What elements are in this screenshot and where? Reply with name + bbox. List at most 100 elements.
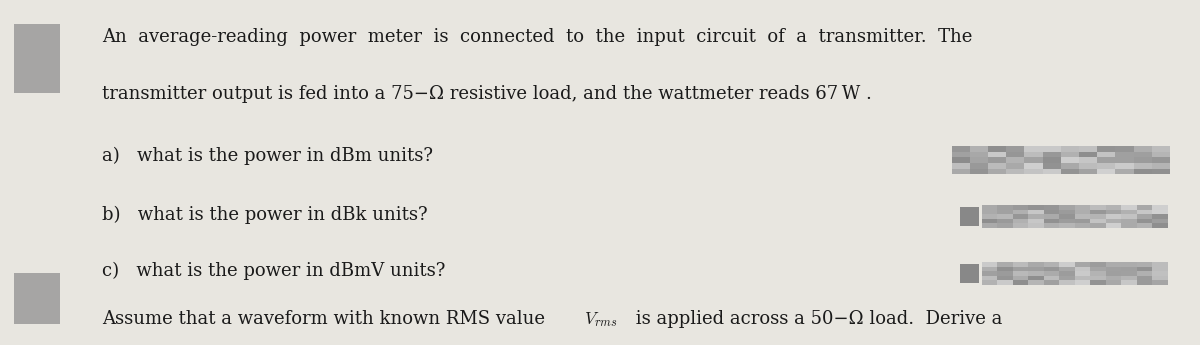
Bar: [1134, 151, 1152, 157]
Bar: [1116, 146, 1134, 151]
Bar: [1134, 163, 1152, 169]
Bar: [997, 219, 1013, 223]
Bar: [1136, 280, 1152, 285]
Bar: [982, 271, 997, 276]
Bar: [1116, 151, 1134, 157]
Bar: [1090, 267, 1105, 271]
Bar: [997, 276, 1013, 280]
Bar: [1028, 271, 1044, 276]
Bar: [1152, 219, 1168, 223]
Bar: [1025, 151, 1043, 157]
Bar: [1134, 169, 1152, 174]
Bar: [1025, 163, 1043, 169]
Bar: [1060, 267, 1075, 271]
Bar: [1121, 271, 1136, 276]
Bar: [1152, 210, 1168, 214]
Bar: [1097, 169, 1116, 174]
Bar: [1121, 280, 1136, 285]
Bar: [1013, 223, 1028, 228]
Bar: [1116, 157, 1134, 163]
Bar: [1013, 262, 1028, 267]
Bar: [1090, 280, 1105, 285]
Bar: [1090, 214, 1105, 219]
Bar: [960, 264, 979, 283]
Bar: [1090, 262, 1105, 267]
Bar: [1105, 223, 1121, 228]
Bar: [1097, 146, 1116, 151]
Bar: [1007, 163, 1025, 169]
Bar: [997, 210, 1013, 214]
Text: $V_{rms}$: $V_{rms}$: [584, 310, 618, 329]
Bar: [1028, 214, 1044, 219]
Bar: [1079, 146, 1097, 151]
Bar: [1136, 271, 1152, 276]
Bar: [1136, 276, 1152, 280]
Bar: [982, 214, 997, 219]
Text: c)   what is the power in dBmV units?: c) what is the power in dBmV units?: [102, 262, 445, 280]
Bar: [1121, 210, 1136, 214]
Bar: [1105, 205, 1121, 210]
Bar: [952, 146, 1170, 174]
Bar: [1028, 219, 1044, 223]
Bar: [1028, 210, 1044, 214]
Bar: [1121, 219, 1136, 223]
Bar: [1044, 210, 1060, 214]
Bar: [997, 205, 1013, 210]
Text: is applied across a 50−Ω load.  Derive a: is applied across a 50−Ω load. Derive a: [630, 310, 1002, 328]
Bar: [988, 169, 1007, 174]
Bar: [1105, 219, 1121, 223]
Bar: [1105, 271, 1121, 276]
Bar: [1136, 267, 1152, 271]
Bar: [1090, 219, 1105, 223]
Bar: [1079, 163, 1097, 169]
Bar: [1090, 276, 1105, 280]
Bar: [1007, 169, 1025, 174]
Bar: [1090, 210, 1105, 214]
Bar: [1075, 214, 1090, 219]
Bar: [1121, 214, 1136, 219]
Bar: [982, 219, 997, 223]
Bar: [1061, 163, 1079, 169]
Text: An  average-reading  power  meter  is  connected  to  the  input  circuit  of  a: An average-reading power meter is connec…: [102, 28, 972, 46]
Bar: [1075, 205, 1090, 210]
Bar: [1116, 163, 1134, 169]
Bar: [1075, 262, 1090, 267]
Bar: [982, 223, 997, 228]
Bar: [14, 273, 60, 324]
Bar: [1060, 210, 1075, 214]
Bar: [1121, 276, 1136, 280]
Bar: [982, 210, 997, 214]
Bar: [1013, 205, 1028, 210]
Bar: [1152, 214, 1168, 219]
Bar: [1007, 146, 1025, 151]
Bar: [1136, 223, 1152, 228]
Bar: [960, 207, 979, 226]
Bar: [1075, 276, 1090, 280]
Bar: [997, 271, 1013, 276]
Bar: [1152, 276, 1168, 280]
Text: transmitter output is fed into a 75−Ω resistive load, and the wattmeter reads 67: transmitter output is fed into a 75−Ω re…: [102, 85, 872, 102]
Bar: [1097, 151, 1116, 157]
Bar: [1152, 262, 1168, 267]
Bar: [1090, 205, 1105, 210]
Bar: [1007, 151, 1025, 157]
Bar: [1134, 157, 1152, 163]
Bar: [1044, 219, 1060, 223]
Bar: [1152, 205, 1168, 210]
Bar: [970, 169, 988, 174]
Bar: [1105, 280, 1121, 285]
Bar: [1152, 271, 1168, 276]
Bar: [1043, 151, 1061, 157]
Bar: [997, 223, 1013, 228]
Bar: [1044, 271, 1060, 276]
Bar: [1061, 169, 1079, 174]
Bar: [1007, 157, 1025, 163]
Bar: [1061, 151, 1079, 157]
Bar: [1043, 146, 1061, 151]
Bar: [952, 151, 970, 157]
Bar: [1060, 219, 1075, 223]
Bar: [1152, 280, 1168, 285]
Bar: [1013, 219, 1028, 223]
Bar: [1121, 223, 1136, 228]
Bar: [1090, 223, 1105, 228]
